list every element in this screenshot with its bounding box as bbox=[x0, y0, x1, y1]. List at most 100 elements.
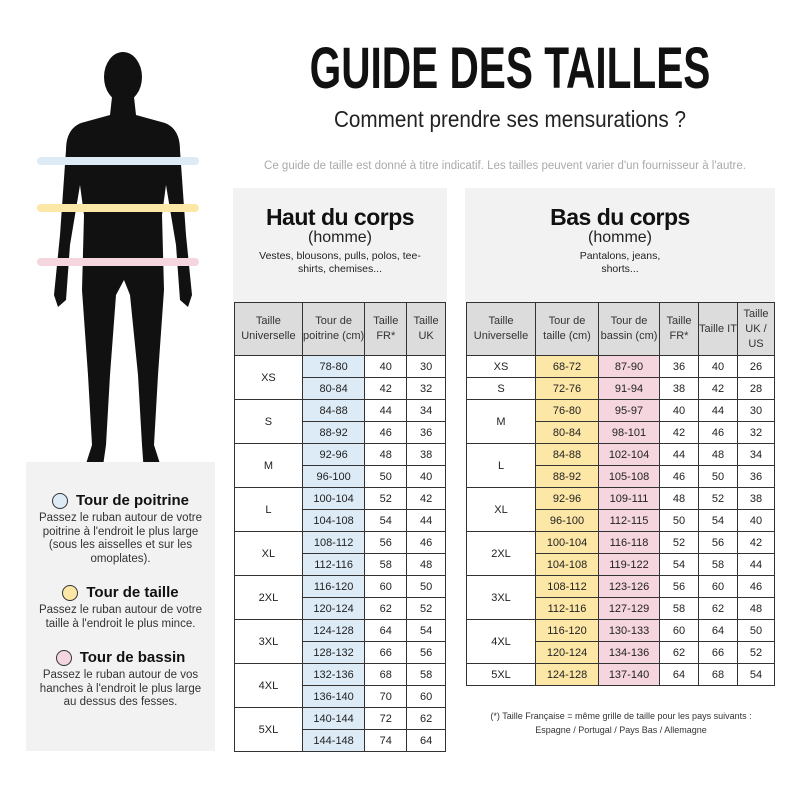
value-cell: 134-136 bbox=[598, 641, 660, 664]
size-cell: S bbox=[234, 399, 303, 444]
value-cell: 120-124 bbox=[535, 641, 599, 664]
value-cell: 116-118 bbox=[598, 531, 660, 554]
size-cell: 4XL bbox=[466, 619, 536, 664]
value-cell: 66 bbox=[698, 641, 738, 664]
legend-title: Tour de bassin bbox=[79, 649, 186, 666]
value-cell: 50 bbox=[737, 619, 775, 642]
legend-hip: Tour de bassin Passez le ruban autour de… bbox=[26, 649, 215, 710]
column-header: Taille FR* bbox=[364, 302, 408, 356]
value-cell: 78-80 bbox=[301, 355, 366, 378]
size-cell: 3XL bbox=[234, 619, 303, 664]
value-cell: 98-101 bbox=[598, 421, 660, 444]
table-row: 5XL 140-144 72 62 bbox=[234, 707, 446, 752]
value-cell: 40 bbox=[406, 465, 446, 488]
table-row: 4XL 116-120 130-133 60 64 50 bbox=[466, 619, 775, 664]
table-row: 128-132 66 56 bbox=[235, 641, 446, 664]
table-row: M 92-96 48 38 bbox=[234, 443, 446, 488]
size-cell: M bbox=[234, 443, 303, 488]
value-cell: 88-92 bbox=[535, 465, 599, 488]
value-cell: 30 bbox=[737, 399, 775, 422]
size-cell: 4XL bbox=[234, 663, 303, 708]
chest-band bbox=[37, 157, 199, 165]
table-row: XS 78-80 40 30 bbox=[234, 355, 446, 400]
value-cell: 56 bbox=[698, 531, 738, 554]
value-cell: 48 bbox=[698, 443, 738, 466]
size-cell: S bbox=[466, 377, 536, 400]
size-cell: 5XL bbox=[234, 707, 303, 752]
table-row: S 84-88 44 34 bbox=[234, 399, 446, 444]
value-cell: 52 bbox=[698, 487, 738, 510]
value-cell: 58 bbox=[659, 597, 699, 620]
page-title: GUIDE DES TAILLES bbox=[309, 36, 711, 101]
table-row: S 72-76 91-94 38 42 28 bbox=[466, 377, 775, 400]
value-cell: 44 bbox=[406, 509, 446, 532]
table-row: XL 108-112 56 46 bbox=[234, 531, 446, 576]
value-cell: 120-124 bbox=[301, 597, 366, 620]
header-row: Taille Universelle Tour de poitrine (cm) T… bbox=[234, 302, 446, 356]
value-cell: 34 bbox=[406, 399, 446, 422]
value-cell: 46 bbox=[659, 465, 699, 488]
value-cell: 36 bbox=[659, 355, 699, 378]
value-cell: 136-140 bbox=[301, 685, 366, 708]
top-panel: Haut du corps (homme) Vestes, blousons, … bbox=[233, 188, 447, 302]
table-row: 104-108 54 44 bbox=[235, 509, 446, 532]
value-cell: 76-80 bbox=[535, 399, 599, 422]
value-cell: 42 bbox=[737, 531, 775, 554]
waist-band bbox=[37, 204, 199, 212]
top-size-table: Taille Universelle Tour de poitrine (cm) T… bbox=[234, 302, 446, 752]
table-row: 96-100 112-115 50 54 40 bbox=[467, 509, 775, 532]
value-cell: 68 bbox=[364, 663, 408, 686]
value-cell: 44 bbox=[698, 399, 738, 422]
value-cell: 95-97 bbox=[598, 399, 660, 422]
column-header: Taille Universelle bbox=[234, 302, 303, 356]
value-cell: 68-72 bbox=[535, 355, 599, 378]
column-header: Tour de taille (cm) bbox=[535, 302, 599, 356]
value-cell: 119-122 bbox=[598, 553, 660, 576]
value-cell: 84-88 bbox=[535, 443, 599, 466]
size-cell: 2XL bbox=[466, 531, 536, 576]
table-row: L 84-88 102-104 44 48 34 bbox=[466, 443, 775, 488]
value-cell: 68 bbox=[698, 663, 738, 686]
bottom-size-table: Taille Universelle Tour de taille (cm) Tou… bbox=[466, 302, 775, 686]
size-cell: M bbox=[466, 399, 536, 444]
table-row: 3XL 124-128 64 54 bbox=[234, 619, 446, 664]
value-cell: 104-108 bbox=[301, 509, 366, 532]
value-cell: 54 bbox=[698, 509, 738, 532]
value-cell: 26 bbox=[737, 355, 775, 378]
table-row: 3XL 108-112 123-126 56 60 46 bbox=[466, 575, 775, 620]
value-cell: 42 bbox=[698, 377, 738, 400]
value-cell: 140-144 bbox=[301, 707, 366, 730]
value-cell: 132-136 bbox=[301, 663, 366, 686]
value-cell: 52 bbox=[364, 487, 408, 510]
table-row: XL 92-96 109-111 48 52 38 bbox=[466, 487, 775, 532]
value-cell: 40 bbox=[698, 355, 738, 378]
bottom-desc: Pantalons, jeans, shorts... bbox=[579, 250, 661, 275]
value-cell: 62 bbox=[659, 641, 699, 664]
value-cell: 58 bbox=[364, 553, 408, 576]
table-row: M 76-80 95-97 40 44 30 bbox=[466, 399, 775, 444]
value-cell: 58 bbox=[698, 553, 738, 576]
chest-circle-icon bbox=[51, 493, 68, 509]
column-header: Taille Universelle bbox=[466, 302, 536, 356]
value-cell: 48 bbox=[364, 443, 408, 466]
value-cell: 88-92 bbox=[301, 421, 366, 444]
value-cell: 100-104 bbox=[301, 487, 366, 510]
value-cell: 80-84 bbox=[535, 421, 599, 444]
value-cell: 40 bbox=[737, 509, 775, 532]
column-header: Tour de poitrine (cm) bbox=[301, 302, 366, 356]
top-sub: (homme) bbox=[307, 229, 372, 246]
value-cell: 112-115 bbox=[598, 509, 660, 532]
value-cell: 58 bbox=[406, 663, 446, 686]
hip-band bbox=[37, 258, 199, 266]
table-row: 120-124 62 52 bbox=[235, 597, 446, 620]
table-row: 96-100 50 40 bbox=[235, 465, 446, 488]
table-row: 2XL 100-104 116-118 52 56 42 bbox=[466, 531, 775, 576]
value-cell: 108-112 bbox=[301, 531, 366, 554]
top-title: Haut du corps bbox=[265, 204, 415, 230]
size-cell: L bbox=[234, 487, 303, 532]
size-cell: L bbox=[466, 443, 536, 488]
bottom-panel: Bas du corps (homme) Pantalons, jeans, s… bbox=[465, 188, 775, 302]
value-cell: 46 bbox=[406, 531, 446, 554]
legend-title: Tour de taille bbox=[86, 584, 179, 601]
value-cell: 52 bbox=[737, 641, 775, 664]
